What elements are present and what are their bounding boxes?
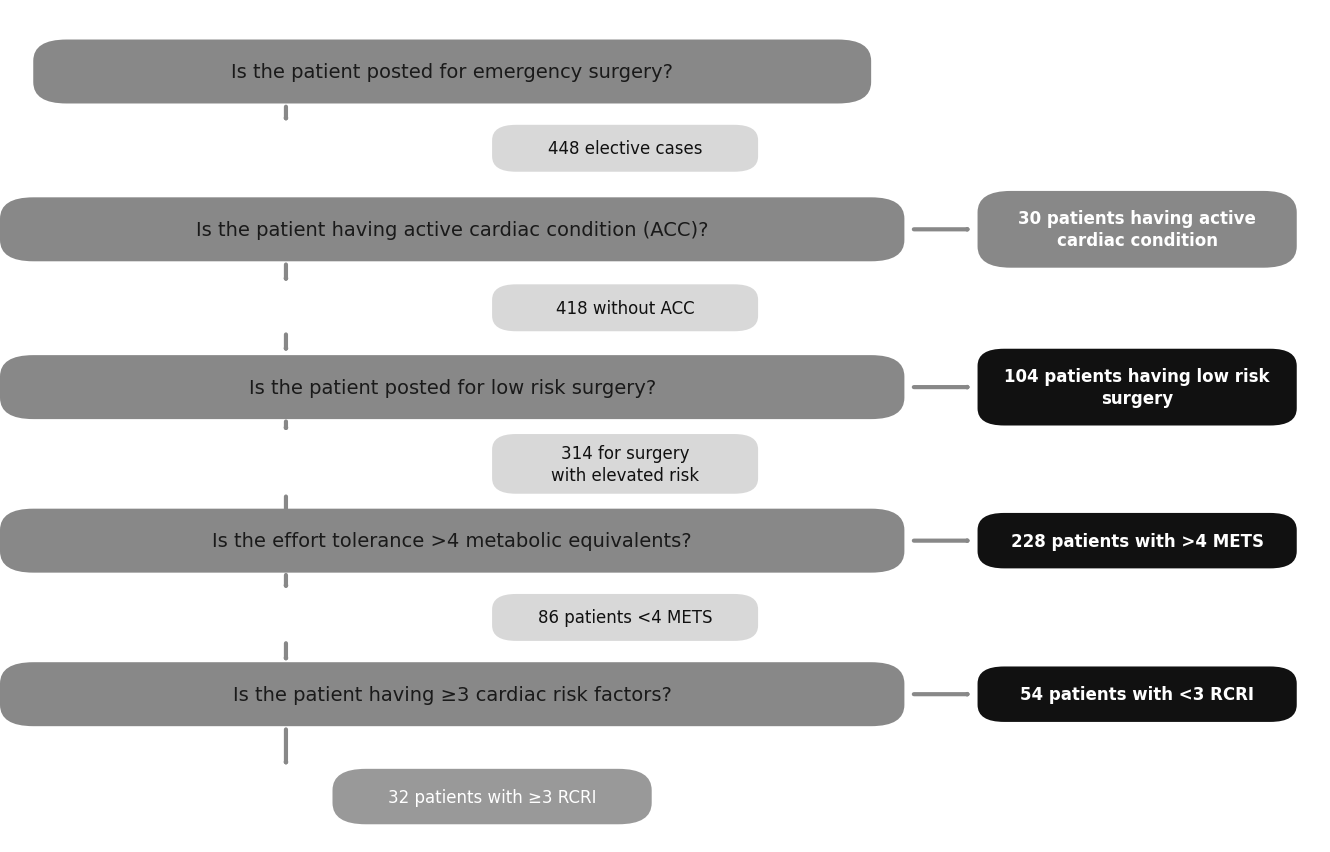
Text: Is the effort tolerance >4 metabolic equivalents?: Is the effort tolerance >4 metabolic equ… (213, 532, 692, 550)
FancyBboxPatch shape (978, 666, 1297, 722)
Text: 86 patients <4 METS: 86 patients <4 METS (537, 608, 713, 627)
FancyBboxPatch shape (492, 435, 758, 494)
FancyBboxPatch shape (978, 192, 1297, 268)
Text: 418 without ACC: 418 without ACC (556, 299, 694, 318)
FancyBboxPatch shape (978, 349, 1297, 426)
Text: 32 patients with ≥3 RCRI: 32 patients with ≥3 RCRI (388, 787, 596, 806)
FancyBboxPatch shape (0, 356, 904, 419)
Text: 30 patients having active
cardiac condition: 30 patients having active cardiac condit… (1019, 210, 1256, 250)
Text: Is the patient having ≥3 cardiac risk factors?: Is the patient having ≥3 cardiac risk fa… (233, 685, 672, 704)
Text: 228 patients with >4 METS: 228 patients with >4 METS (1011, 532, 1264, 550)
FancyBboxPatch shape (33, 40, 871, 104)
FancyBboxPatch shape (0, 663, 904, 726)
Text: 314 for surgery
with elevated risk: 314 for surgery with elevated risk (551, 444, 700, 485)
Text: Is the patient having active cardiac condition (ACC)?: Is the patient having active cardiac con… (196, 221, 709, 239)
Text: Is the patient posted for emergency surgery?: Is the patient posted for emergency surg… (231, 63, 673, 82)
Text: 448 elective cases: 448 elective cases (548, 140, 702, 158)
FancyBboxPatch shape (492, 126, 758, 172)
FancyBboxPatch shape (492, 595, 758, 641)
FancyBboxPatch shape (492, 285, 758, 331)
FancyBboxPatch shape (0, 199, 904, 262)
Text: Is the patient posted for low risk surgery?: Is the patient posted for low risk surge… (249, 378, 656, 397)
Text: 54 patients with <3 RCRI: 54 patients with <3 RCRI (1020, 685, 1254, 704)
FancyBboxPatch shape (978, 513, 1297, 569)
FancyBboxPatch shape (332, 769, 652, 825)
Text: 104 patients having low risk
surgery: 104 patients having low risk surgery (1004, 367, 1270, 408)
FancyBboxPatch shape (0, 509, 904, 573)
